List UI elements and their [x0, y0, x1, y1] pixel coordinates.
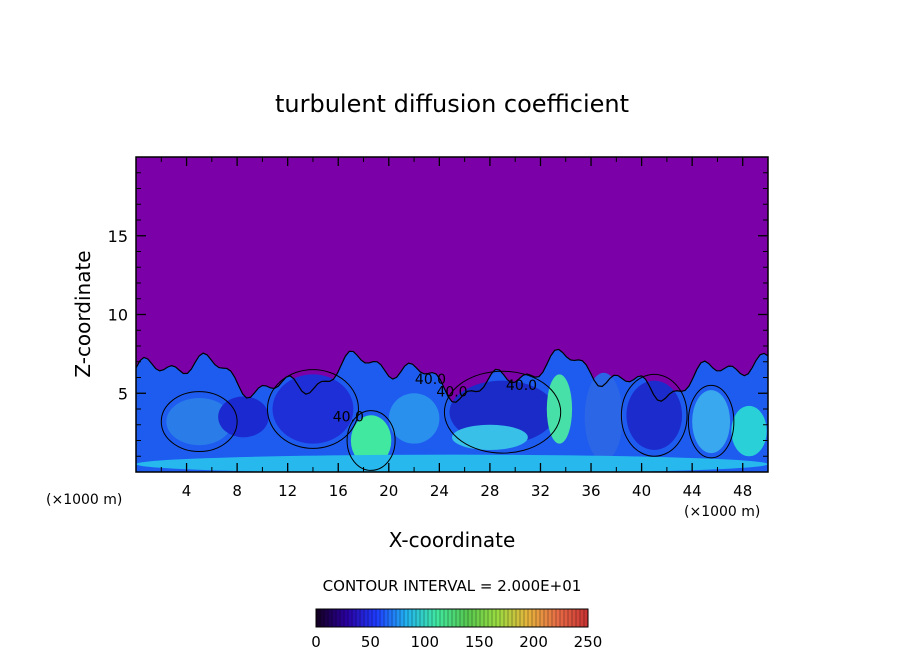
contour-line-top [136, 348, 768, 403]
x-tick-label: 36 [581, 482, 600, 500]
x-axis-label: X-coordinate [389, 528, 516, 552]
colorbar-tick-label: 100 [410, 633, 439, 651]
field-patch [692, 390, 731, 454]
x-tick-label: 16 [329, 482, 348, 500]
colorbar [315, 608, 589, 628]
x-tick-label: 24 [430, 482, 449, 500]
plot-area [136, 157, 768, 472]
contour-line [266, 369, 359, 449]
contour-label: 40.0 [415, 372, 446, 388]
field-patch [584, 372, 623, 461]
x-tick-label: 48 [733, 482, 752, 500]
field-patch [546, 374, 573, 444]
field-patch [272, 374, 354, 444]
contour-label: 40.0 [506, 378, 537, 394]
contour-line [687, 384, 735, 459]
colorbar-tick-label: 150 [465, 633, 494, 651]
colorbar-fill [316, 609, 588, 627]
field-patch [731, 405, 767, 457]
x-tick-label: 12 [278, 482, 297, 500]
contour-line [620, 373, 688, 457]
y-tick-label: 15 [108, 227, 128, 246]
x-tick-label: 20 [379, 482, 398, 500]
colorbar-frame [315, 608, 589, 628]
x-unit-right: (×1000 m) [684, 504, 760, 520]
field-patch [218, 396, 269, 438]
field-patch [626, 380, 683, 450]
contour-line [160, 391, 238, 453]
colorbar-tick-label: 50 [361, 633, 380, 651]
x-tick-label: 8 [232, 482, 242, 500]
y-tick-label: 10 [108, 306, 128, 325]
x-unit-left: (×1000 m) [46, 492, 122, 508]
field-patch [388, 393, 440, 444]
colorbar-tick-label: 200 [519, 633, 548, 651]
field-patch [136, 454, 768, 472]
field-patch [166, 397, 233, 446]
chart-title: turbulent diffusion coefficient [275, 90, 629, 118]
contour-label: 40.0 [436, 384, 467, 400]
field-patch [350, 415, 392, 466]
colorbar-tick-label: 0 [311, 633, 321, 651]
y-axis-label: Z-coordinate [71, 250, 95, 377]
x-tick-label: 44 [683, 482, 702, 500]
x-tick-label: 4 [182, 482, 192, 500]
x-tick-label: 28 [480, 482, 499, 500]
x-tick-label: 40 [632, 482, 651, 500]
field-patch [452, 424, 528, 450]
y-tick-label: 5 [118, 384, 128, 403]
colorbar-tick-label: 250 [574, 633, 603, 651]
contour-line [443, 370, 562, 454]
contour-label: 40.0 [333, 410, 364, 426]
contour-interval: CONTOUR INTERVAL = 2.000E+01 [323, 577, 582, 595]
contour-line [346, 410, 396, 471]
x-tick-label: 32 [531, 482, 550, 500]
